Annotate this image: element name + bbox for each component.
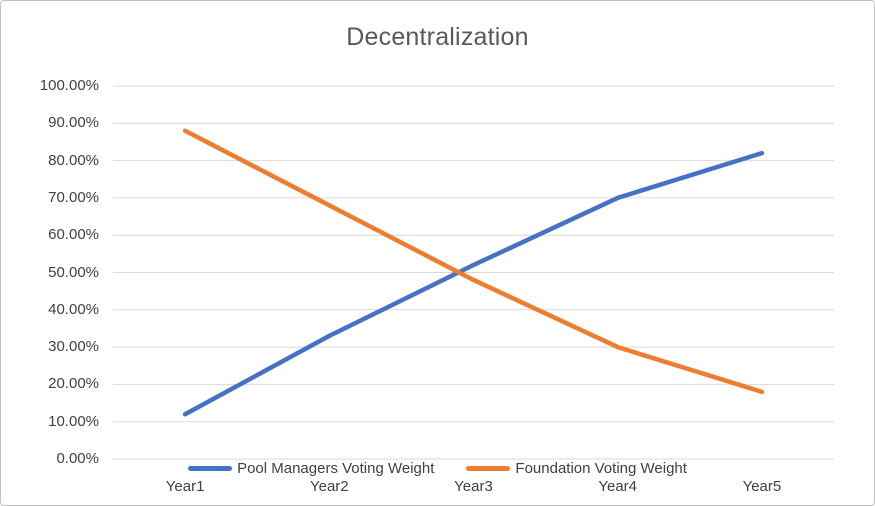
legend-line-swatch (188, 466, 233, 471)
x-axis-category-label: Year2 (309, 478, 349, 495)
y-axis-tick-label: 80.00% (48, 151, 99, 169)
y-axis-tick-label: 100.00% (39, 77, 99, 94)
y-axis-tick-label: 10.00% (48, 412, 99, 430)
x-axis-category-label: Year1 (165, 478, 205, 495)
y-axis-tick-label: 90.00% (48, 114, 99, 132)
legend: Pool Managers Voting Weight Foundation Vo… (1, 460, 874, 477)
y-axis-tick-label: 60.00% (48, 226, 99, 244)
legend-label: Pool Managers Voting Weight (237, 460, 435, 477)
series-line-pool-managers-voting-weight (182, 150, 765, 417)
legend-item-foundation-voting-weight: Foundation Voting Weight (466, 460, 687, 477)
series-line-foundation-voting-weight (182, 128, 765, 395)
x-axis-category-label: Year3 (454, 478, 493, 495)
y-axis-tick-label: 50.00% (48, 263, 99, 281)
legend-item-pool-managers-voting-weight: Pool Managers Voting Weight (188, 460, 434, 477)
x-axis-category-label: Year5 (742, 478, 782, 495)
chart-title: Decentralization (346, 23, 529, 51)
legend-label: Foundation Voting Weight (515, 460, 687, 477)
y-axis-tick-label: 30.00% (48, 338, 99, 356)
legend-line-swatch (466, 466, 511, 471)
y-axis-tick-label: 0.00% (56, 450, 99, 467)
y-axis-tick-label: 20.00% (48, 375, 99, 393)
x-axis-category-label: Year4 (598, 478, 638, 495)
y-axis-tick-label: 40.00% (48, 300, 99, 318)
y-axis-tick-label: 70.00% (48, 188, 99, 206)
